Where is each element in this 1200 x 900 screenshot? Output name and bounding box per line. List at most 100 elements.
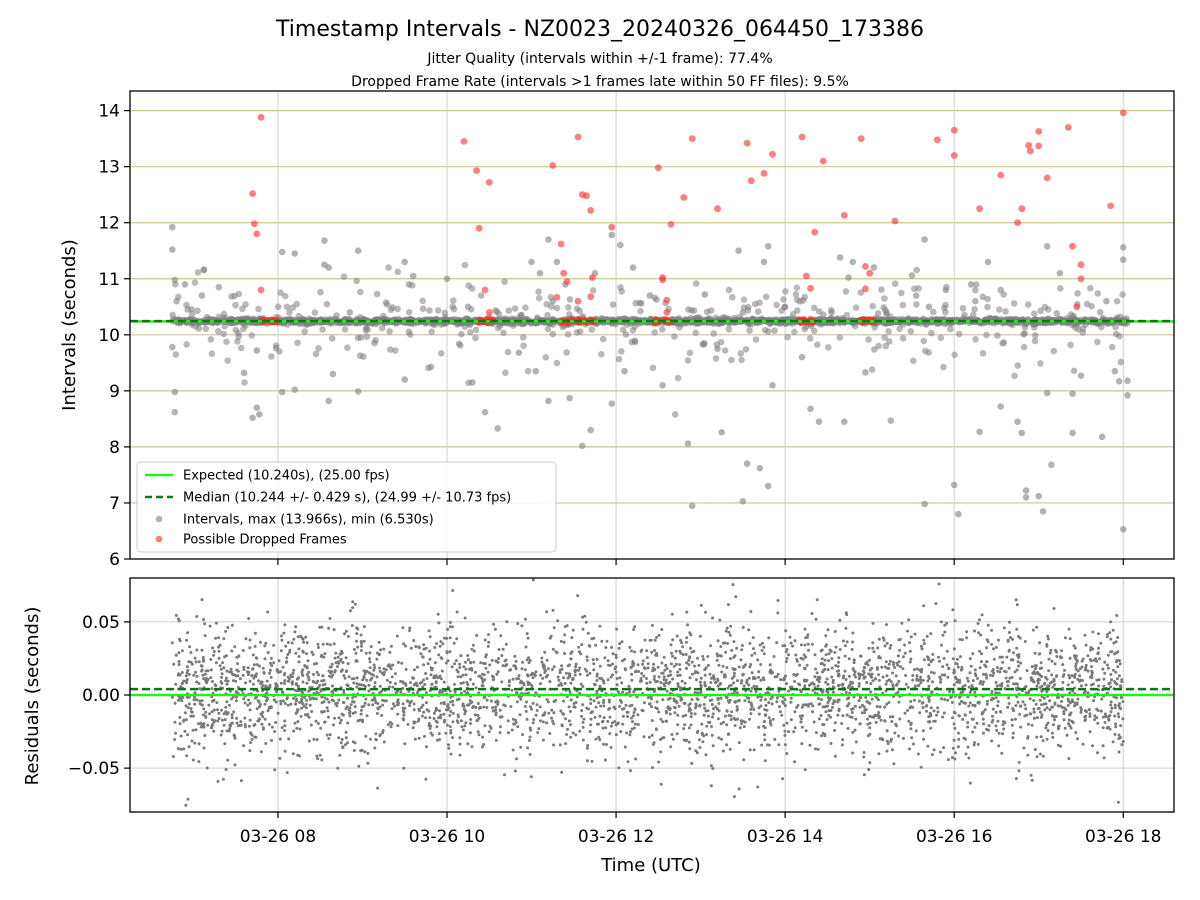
- residual-point: [977, 631, 981, 635]
- interval-point: [1112, 323, 1119, 331]
- residual-point: [585, 655, 589, 659]
- residual-point: [688, 747, 692, 751]
- dropped-frame-point: [475, 224, 483, 232]
- residual-point: [608, 732, 612, 736]
- residual-point: [588, 671, 592, 675]
- residual-point: [183, 711, 187, 715]
- residual-point: [952, 647, 956, 651]
- residual-point: [767, 716, 771, 720]
- interval-point: [379, 324, 386, 332]
- dropped-frame-point: [1043, 174, 1051, 182]
- residual-point: [424, 716, 427, 720]
- residual-point: [919, 681, 923, 685]
- interval-point: [356, 352, 364, 360]
- residual-point: [248, 679, 252, 683]
- residual-point: [353, 602, 357, 606]
- residual-point: [735, 705, 739, 709]
- residual-point: [187, 672, 191, 676]
- residual-point: [992, 657, 996, 661]
- residual-point: [206, 723, 210, 727]
- residual-point: [393, 682, 397, 686]
- residual-point: [315, 738, 319, 742]
- residual-point: [310, 650, 314, 654]
- residual-point: [889, 680, 893, 684]
- residual-point: [501, 647, 505, 651]
- residual-point: [950, 701, 954, 704]
- residual-point: [408, 626, 412, 630]
- residual-point: [642, 735, 646, 739]
- residual-point: [670, 651, 673, 655]
- residual-point: [939, 680, 943, 684]
- residual-point: [1068, 637, 1072, 641]
- residual-point: [866, 717, 869, 721]
- dropped-frame-point: [560, 269, 568, 277]
- chart-title: Timestamp Intervals - NZ0023_20240326_06…: [275, 17, 924, 42]
- residual-point: [982, 722, 986, 726]
- interval-outlier-point: [536, 269, 544, 277]
- residual-point: [932, 748, 936, 752]
- dropped-frame-point: [563, 278, 571, 285]
- residual-point: [782, 701, 785, 705]
- interval-point: [984, 303, 991, 311]
- residual-point: [805, 635, 809, 639]
- residual-point: [1062, 718, 1066, 722]
- residual-point: [204, 669, 208, 673]
- residual-point: [330, 662, 334, 666]
- residual-point: [579, 652, 583, 656]
- residual-point: [388, 680, 392, 684]
- residual-point: [708, 672, 712, 676]
- interval-point: [467, 329, 474, 336]
- residual-point: [183, 729, 187, 733]
- residual-point: [458, 753, 462, 757]
- residual-point: [528, 735, 532, 739]
- residual-point: [222, 637, 226, 641]
- interval-point: [771, 327, 778, 335]
- residual-point: [502, 703, 506, 707]
- dropped-frame-point: [608, 223, 616, 231]
- residual-point: [1109, 650, 1113, 654]
- residual-point: [703, 673, 707, 677]
- residual-point: [684, 653, 688, 656]
- dropped-frame-point: [819, 157, 827, 165]
- interval-point: [792, 291, 800, 298]
- residual-point: [531, 701, 535, 705]
- residual-point: [914, 729, 918, 733]
- residual-point: [841, 738, 845, 742]
- residual-point: [451, 736, 454, 740]
- residual-point: [1000, 751, 1004, 755]
- residual-point: [233, 736, 237, 740]
- interval-point: [407, 331, 414, 338]
- residual-point: [991, 707, 995, 711]
- residual-point: [592, 668, 596, 672]
- residual-point: [391, 663, 395, 667]
- residual-point: [697, 738, 701, 742]
- residual-point: [826, 690, 830, 694]
- interval-outlier-point: [1014, 418, 1021, 426]
- interval-point: [277, 289, 284, 297]
- interval-point: [425, 364, 432, 372]
- residual-point: [1041, 739, 1045, 743]
- residual-point: [836, 664, 840, 668]
- residual-point: [563, 633, 567, 637]
- residual-point: [959, 699, 963, 703]
- interval-point: [317, 288, 324, 296]
- residual-point: [507, 684, 511, 688]
- residual-point: [531, 676, 535, 680]
- residual-point: [1052, 607, 1056, 610]
- interval-point: [215, 328, 222, 335]
- residual-point: [453, 690, 457, 694]
- residual-point: [1005, 680, 1009, 684]
- residual-point: [1002, 626, 1006, 630]
- residual-point: [803, 643, 807, 647]
- residual-point: [903, 643, 907, 647]
- residual-point: [971, 652, 975, 656]
- interval-point: [754, 308, 762, 315]
- residual-point: [1015, 688, 1019, 692]
- residual-point: [189, 707, 193, 710]
- residual-point: [504, 642, 508, 646]
- residual-point: [545, 698, 549, 702]
- residual-point: [824, 710, 828, 714]
- interval-point: [589, 287, 597, 294]
- residual-point: [729, 624, 733, 628]
- interval-point: [1108, 343, 1116, 351]
